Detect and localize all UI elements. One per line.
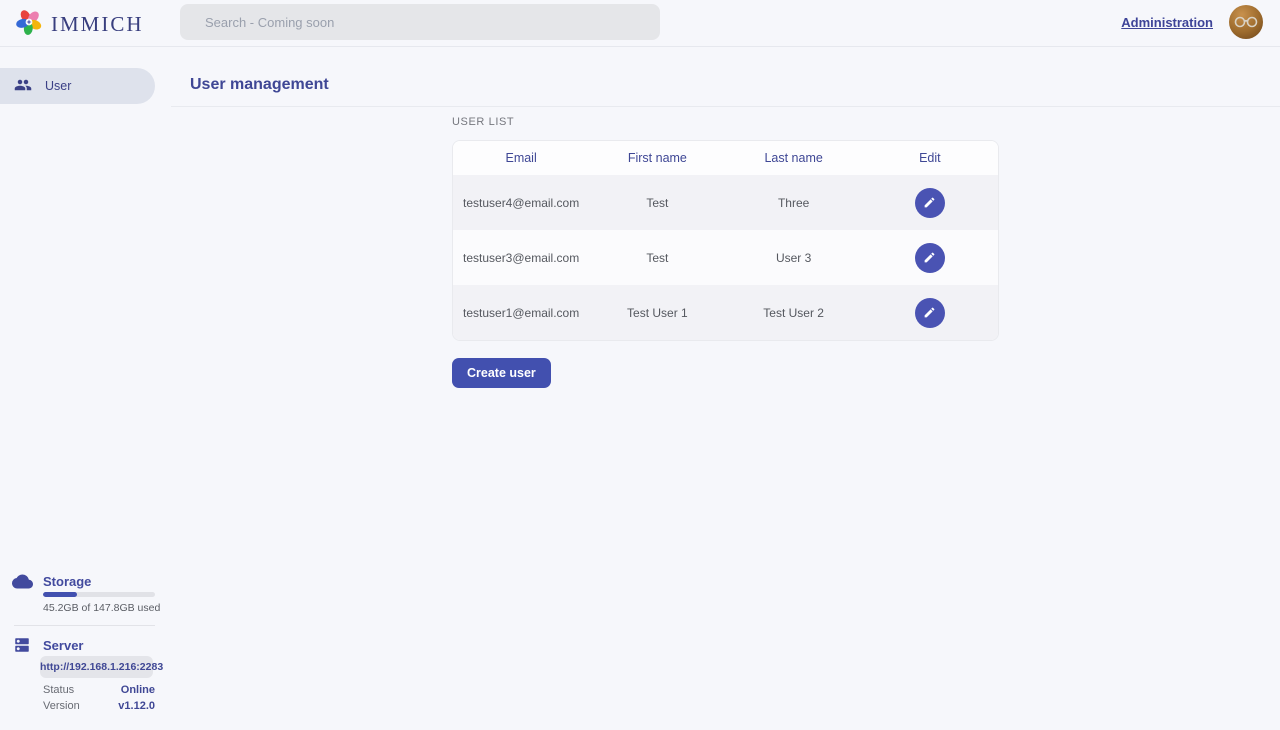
edit-user-button[interactable] [914, 187, 945, 218]
server-url-badge: http://192.168.1.216:2283 [40, 656, 163, 678]
pencil-icon [925, 197, 935, 208]
column-header-edit: Edit [919, 151, 941, 165]
version-label: Version [43, 700, 80, 712]
users-icon [14, 76, 32, 97]
cell-first-name: Test [646, 250, 669, 265]
page-title: User management [190, 76, 329, 93]
app-title: IMMICH [51, 12, 144, 36]
user-avatar[interactable] [1229, 5, 1263, 39]
table-row: testuser1@email.com Test User 1 Test Use… [453, 285, 998, 340]
cell-email: testuser4@email.com [463, 195, 580, 210]
storage-progress [43, 592, 155, 597]
cell-first-name: Test [646, 195, 669, 210]
immich-flower-icon [16, 9, 42, 40]
glasses-icon [1234, 16, 1258, 28]
search-input[interactable] [180, 4, 660, 40]
column-header-email: Email [505, 151, 537, 165]
title-divider [171, 106, 1280, 107]
storage-usage-text: 45.2GB of 147.8GB used [43, 602, 161, 614]
sidebar-item-label: User [45, 79, 72, 93]
cell-email: testuser3@email.com [463, 250, 580, 265]
cell-email: testuser1@email.com [463, 305, 580, 320]
cell-last-name: Test User 2 [763, 305, 824, 320]
create-user-button[interactable]: Create user [452, 358, 551, 388]
edit-user-button[interactable] [914, 242, 945, 273]
table-row: testuser3@email.com Test User 3 [453, 230, 998, 285]
sidebar-divider [14, 625, 155, 626]
table-row: testuser4@email.com Test Three [453, 175, 998, 230]
user-list-section: USER LIST Email First name Last name Edi… [452, 116, 999, 388]
administration-link[interactable]: Administration [1121, 15, 1213, 30]
version-value: v1.12.0 [118, 700, 155, 712]
cloud-icon [12, 571, 33, 597]
pencil-icon [925, 252, 935, 263]
users-table: Email First name Last name Edit testuser… [452, 140, 999, 341]
table-header: Email First name Last name Edit [453, 141, 998, 175]
server-title: Server [43, 638, 84, 653]
server-status-row: Status Online [43, 684, 155, 696]
status-value: Online [120, 684, 155, 696]
storage-title: Storage [43, 574, 92, 589]
cell-last-name: Three [777, 195, 810, 210]
cell-last-name: User 3 [775, 250, 812, 265]
app-logo: IMMICH [16, 9, 144, 40]
pencil-icon [925, 307, 935, 318]
storage-progress-fill [43, 592, 78, 597]
cell-first-name: Test User 1 [627, 305, 688, 320]
status-label: Status [43, 684, 75, 696]
column-header-last-name: Last name [764, 151, 823, 165]
top-header: IMMICH Administration [0, 0, 1280, 47]
server-icon [13, 636, 31, 659]
user-list-label: USER LIST [452, 116, 515, 128]
server-version-row: Version v1.12.0 [43, 700, 155, 712]
edit-user-button[interactable] [914, 297, 945, 328]
sidebar-item-user[interactable]: User [0, 68, 155, 104]
column-header-first-name: First name [627, 151, 687, 165]
